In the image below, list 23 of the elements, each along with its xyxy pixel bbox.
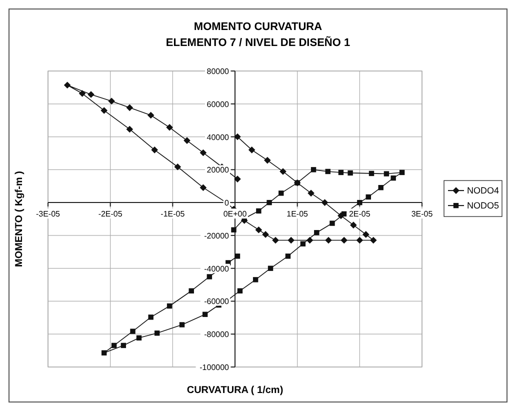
chart-subtitle: ELEMENTO 7 / NIVEL DE DISEÑO 1 xyxy=(166,36,350,49)
y-tick-label: -20000 xyxy=(204,231,230,240)
y-tick-label: -40000 xyxy=(204,264,230,274)
y-tick-label: 80000 xyxy=(206,67,230,76)
y-tick-label: -80000 xyxy=(204,330,230,340)
y-tick-label: 0 xyxy=(224,198,230,208)
x-axis-title: CURVATURA ( 1/cm) xyxy=(186,385,284,396)
y-tick-label: -60000 xyxy=(204,297,230,306)
y-tick-label: 40000 xyxy=(206,132,230,142)
y-tick-label: -100000 xyxy=(200,363,230,372)
x-tick-label: -3E-05 xyxy=(36,210,61,219)
y-tick-label: 20000 xyxy=(206,166,230,175)
chart-title: MOMENTO CURVATURA xyxy=(194,21,322,33)
y-tick-label: 60000 xyxy=(206,100,230,109)
x-tick-label: -1E-05 xyxy=(160,210,186,219)
legend-label: NODO5 xyxy=(467,200,500,211)
y-axis-title: MOMENTO ( Kgf-m ) xyxy=(14,171,25,267)
x-tick-label: 3E-05 xyxy=(411,210,434,219)
x-tick-label: 2E-05 xyxy=(348,210,371,219)
x-tick-label: 1E-05 xyxy=(286,210,309,219)
x-tick-label: -2E-05 xyxy=(98,210,123,219)
legend-label: NODO4 xyxy=(467,186,500,196)
x-tick-label: 0E+00 xyxy=(223,210,248,219)
